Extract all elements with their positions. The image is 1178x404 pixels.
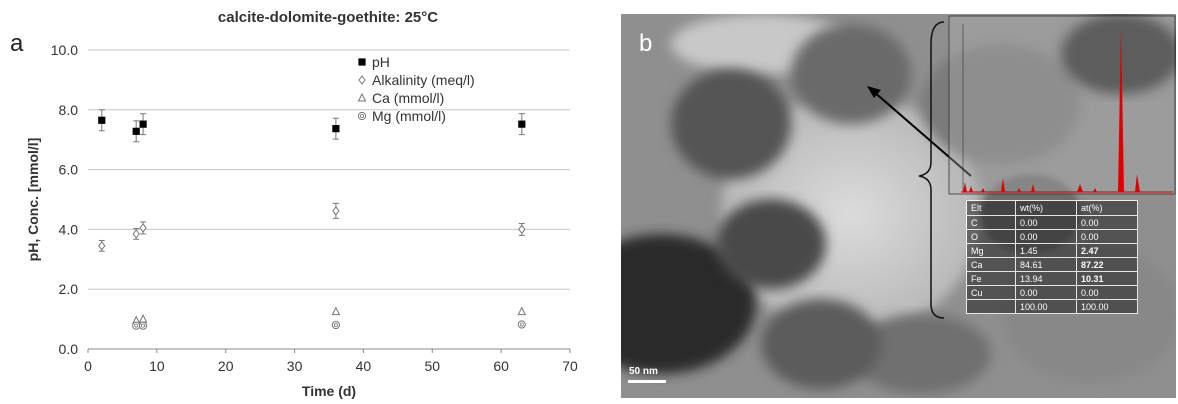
data-point-circle: [138, 321, 148, 330]
legend-marker-filled-square: [358, 58, 366, 66]
legend-marker-circle-inner: [359, 114, 364, 119]
eds-table-row: 100.00 100.00: [966, 299, 1138, 314]
x-axis-label: Time (d): [302, 383, 356, 399]
eds-table-row: Fe 13.94 10.31: [966, 271, 1138, 286]
eds-cell: 0.00: [1015, 285, 1077, 300]
eds-cell: 0.00: [1076, 229, 1138, 244]
eds-table-row: Cu 0.00 0.00: [966, 285, 1138, 300]
legend-label: pH: [372, 54, 390, 70]
eds-table-header: Elt wt(%) at(%): [966, 200, 1138, 216]
y-axis-label: pH, Conc. [mmol/l]: [25, 138, 41, 262]
eds-table-row: Ca 84.61 87.22: [966, 257, 1138, 272]
legend-marker-triangle: [357, 92, 367, 102]
chart-svg: calcite-dolomite-goethite: 25°C 0.0 2.0 4.0…: [25, 9, 578, 399]
data-point-circle-inner: [141, 323, 146, 328]
y-tick-label: 4.0: [59, 221, 79, 237]
eds-cell: [966, 299, 1016, 314]
scale-bar: [628, 380, 666, 383]
data-point-diamond: [518, 224, 526, 235]
eds-cell: Ca: [966, 257, 1016, 272]
tem-micrograph: [621, 14, 1176, 398]
eds-header-cell: Elt: [966, 200, 1016, 216]
data-point-filled-square: [98, 116, 106, 124]
eds-cell: 84.61: [1015, 257, 1077, 272]
eds-table: Elt wt(%) at(%) C 0.00 0.00 O 0.00 0.00 …: [966, 200, 1138, 314]
data-point-diamond: [132, 229, 140, 239]
eds-cell: 0.00: [1015, 229, 1077, 244]
eds-cell: 2.47: [1076, 243, 1138, 258]
data-point-filled-square: [332, 125, 340, 133]
eds-cell: 10.31: [1076, 271, 1138, 286]
x-tick-label: 0: [84, 358, 92, 374]
data-point-triangle: [331, 306, 341, 316]
chart-panel-a: a calcite-dolomite-goethite: 25°C 0.0 2.0 4…: [10, 9, 578, 399]
eds-cell: 0.00: [1076, 215, 1138, 230]
legend-label: Alkalinity (meq/l): [372, 72, 475, 88]
data-point-diamond: [332, 206, 340, 216]
panel-letter-a: a: [10, 30, 24, 57]
eds-cell: O: [966, 229, 1016, 244]
legend-marker-diamond: [358, 75, 366, 85]
legend-marker-circle: [357, 111, 367, 121]
legend-label: Mg (mmol/l): [372, 108, 446, 124]
x-tick-label: 30: [287, 358, 303, 374]
data-point-diamond: [98, 241, 106, 251]
eds-header-cell: at(%): [1076, 200, 1138, 216]
data-point-triangle: [138, 313, 148, 323]
x-tick-label: 10: [149, 358, 165, 374]
y-tick-label: 10.0: [51, 42, 78, 58]
x-tick-label: 20: [218, 358, 234, 374]
x-tick-label: 70: [562, 358, 578, 374]
eds-cell: Cu: [966, 285, 1016, 300]
panel-letter-b: b: [639, 30, 653, 57]
eds-table-row: Mg 1.45 2.47: [966, 243, 1138, 258]
data-point-circle-inner: [519, 322, 524, 327]
eds-cell: 0.00: [1015, 215, 1077, 230]
eds-header-cell: wt(%): [1015, 200, 1077, 216]
eds-cell: 100.00: [1076, 299, 1138, 314]
y-tick-label: 2.0: [59, 281, 79, 297]
data-point-circle: [517, 320, 526, 329]
data-point-circle-inner: [333, 323, 338, 328]
data-point-diamond: [139, 223, 147, 233]
tem-image-panel-b: Elt wt(%) at(%) C 0.00 0.00 O 0.00 0.00 …: [621, 14, 1176, 398]
eds-cell: 87.22: [1076, 257, 1138, 272]
eds-table-row: O 0.00 0.00: [966, 229, 1138, 244]
y-tick-label: 6.0: [59, 162, 79, 178]
eds-cell: 100.00: [1015, 299, 1077, 314]
eds-cell: 1.45: [1015, 243, 1077, 258]
data-point-circle: [132, 321, 141, 330]
y-tick-label: 0.0: [59, 341, 79, 357]
data-point-circle-inner: [134, 323, 139, 328]
y-tick-label: 8.0: [59, 102, 79, 118]
data-point-circle: [331, 320, 340, 330]
chart-title: calcite-dolomite-goethite: 25°C: [218, 9, 438, 26]
eds-cell: 13.94: [1015, 271, 1077, 286]
legend-label: Ca (mmol/l): [372, 90, 444, 106]
data-point-filled-square: [139, 120, 147, 128]
eds-cell: Mg: [966, 243, 1016, 258]
eds-cell: C: [966, 215, 1016, 230]
data-point-filled-square: [132, 127, 140, 135]
eds-table-row: C 0.00 0.00: [966, 215, 1138, 230]
data-point-triangle: [517, 306, 527, 316]
x-tick-label: 50: [424, 358, 440, 374]
scale-bar-label: 50 nm: [629, 366, 658, 377]
x-tick-label: 40: [356, 358, 372, 374]
eds-cell: 0.00: [1076, 285, 1138, 300]
x-tick-label: 60: [493, 358, 509, 374]
data-point-filled-square: [518, 120, 526, 128]
eds-cell: Fe: [966, 271, 1016, 286]
